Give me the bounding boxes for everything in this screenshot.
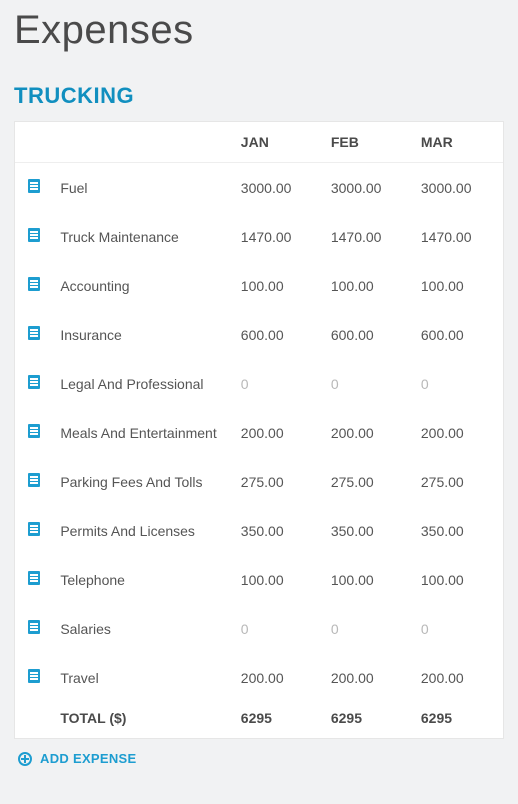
row-value: 350.00: [323, 506, 413, 555]
receipt-icon: [28, 228, 40, 242]
receipt-icon: [28, 473, 40, 487]
row-value: 3000.00: [413, 163, 503, 213]
row-name: Parking Fees And Tolls: [44, 457, 232, 506]
total-label: TOTAL ($): [44, 702, 232, 738]
row-value: 200.00: [233, 408, 323, 457]
row-name: Salaries: [44, 604, 232, 653]
plus-circle-icon: [18, 752, 32, 766]
col-header-icon: [15, 122, 44, 163]
row-value: 3000.00: [233, 163, 323, 213]
row-value: 275.00: [323, 457, 413, 506]
row-value: 600.00: [233, 310, 323, 359]
add-expense-button[interactable]: ADD EXPENSE: [18, 751, 137, 766]
table-row[interactable]: Fuel3000.003000.003000.00: [15, 163, 503, 213]
expenses-card: JAN FEB MAR Fuel3000.003000.003000.00Tru…: [14, 121, 504, 739]
receipt-icon: [28, 620, 40, 634]
col-header-jan: JAN: [233, 122, 323, 163]
row-value: 275.00: [413, 457, 503, 506]
row-value: 200.00: [413, 653, 503, 702]
row-icon-cell: [15, 653, 44, 702]
row-value: 0: [323, 359, 413, 408]
col-header-mar: MAR: [413, 122, 503, 163]
row-name: Truck Maintenance: [44, 212, 232, 261]
row-value: 0: [413, 359, 503, 408]
col-header-feb: FEB: [323, 122, 413, 163]
table-row[interactable]: Permits And Licenses350.00350.00350.00: [15, 506, 503, 555]
row-name: Meals And Entertainment: [44, 408, 232, 457]
row-name: Fuel: [44, 163, 232, 213]
row-value: 200.00: [233, 653, 323, 702]
row-value: 100.00: [233, 555, 323, 604]
total-spacer: [15, 702, 44, 738]
row-icon-cell: [15, 555, 44, 604]
row-icon-cell: [15, 212, 44, 261]
table-total-row: TOTAL ($)629562956295: [15, 702, 503, 738]
row-name: Accounting: [44, 261, 232, 310]
row-value: 100.00: [233, 261, 323, 310]
receipt-icon: [28, 669, 40, 683]
receipt-icon: [28, 179, 40, 193]
row-value: 100.00: [413, 555, 503, 604]
total-value: 6295: [323, 702, 413, 738]
row-value: 3000.00: [323, 163, 413, 213]
row-icon-cell: [15, 457, 44, 506]
table-row[interactable]: Salaries000: [15, 604, 503, 653]
row-value: 200.00: [323, 653, 413, 702]
receipt-icon: [28, 522, 40, 536]
row-value: 600.00: [413, 310, 503, 359]
row-value: 0: [413, 604, 503, 653]
table-row[interactable]: Telephone100.00100.00100.00: [15, 555, 503, 604]
row-value: 100.00: [323, 555, 413, 604]
row-value: 0: [233, 359, 323, 408]
total-value: 6295: [413, 702, 503, 738]
add-expense-label: ADD EXPENSE: [40, 751, 137, 766]
section-title-trucking: TRUCKING: [14, 83, 504, 109]
row-value: 200.00: [323, 408, 413, 457]
row-value: 275.00: [233, 457, 323, 506]
table-row[interactable]: Truck Maintenance1470.001470.001470.00: [15, 212, 503, 261]
table-row[interactable]: Meals And Entertainment200.00200.00200.0…: [15, 408, 503, 457]
row-icon-cell: [15, 310, 44, 359]
row-value: 350.00: [413, 506, 503, 555]
row-value: 0: [233, 604, 323, 653]
receipt-icon: [28, 571, 40, 585]
table-header-row: JAN FEB MAR: [15, 122, 503, 163]
row-value: 350.00: [233, 506, 323, 555]
row-name: Travel: [44, 653, 232, 702]
row-value: 1470.00: [413, 212, 503, 261]
row-icon-cell: [15, 604, 44, 653]
col-header-name: [44, 122, 232, 163]
row-name: Telephone: [44, 555, 232, 604]
row-value: 600.00: [323, 310, 413, 359]
table-row[interactable]: Travel200.00200.00200.00: [15, 653, 503, 702]
table-row[interactable]: Accounting100.00100.00100.00: [15, 261, 503, 310]
row-icon-cell: [15, 163, 44, 213]
row-value: 100.00: [323, 261, 413, 310]
row-value: 0: [323, 604, 413, 653]
receipt-icon: [28, 424, 40, 438]
row-value: 100.00: [413, 261, 503, 310]
row-value: 1470.00: [323, 212, 413, 261]
row-icon-cell: [15, 506, 44, 555]
table-row[interactable]: Legal And Professional000: [15, 359, 503, 408]
row-icon-cell: [15, 261, 44, 310]
page-title: Expenses: [14, 8, 504, 53]
row-value: 200.00: [413, 408, 503, 457]
row-icon-cell: [15, 408, 44, 457]
receipt-icon: [28, 375, 40, 389]
row-value: 1470.00: [233, 212, 323, 261]
table-row[interactable]: Parking Fees And Tolls275.00275.00275.00: [15, 457, 503, 506]
expenses-table: JAN FEB MAR Fuel3000.003000.003000.00Tru…: [15, 122, 503, 738]
row-name: Permits And Licenses: [44, 506, 232, 555]
add-expense-row: ADD EXPENSE: [14, 739, 504, 783]
total-value: 6295: [233, 702, 323, 738]
table-row[interactable]: Insurance600.00600.00600.00: [15, 310, 503, 359]
row-name: Legal And Professional: [44, 359, 232, 408]
row-name: Insurance: [44, 310, 232, 359]
row-icon-cell: [15, 359, 44, 408]
receipt-icon: [28, 326, 40, 340]
receipt-icon: [28, 277, 40, 291]
